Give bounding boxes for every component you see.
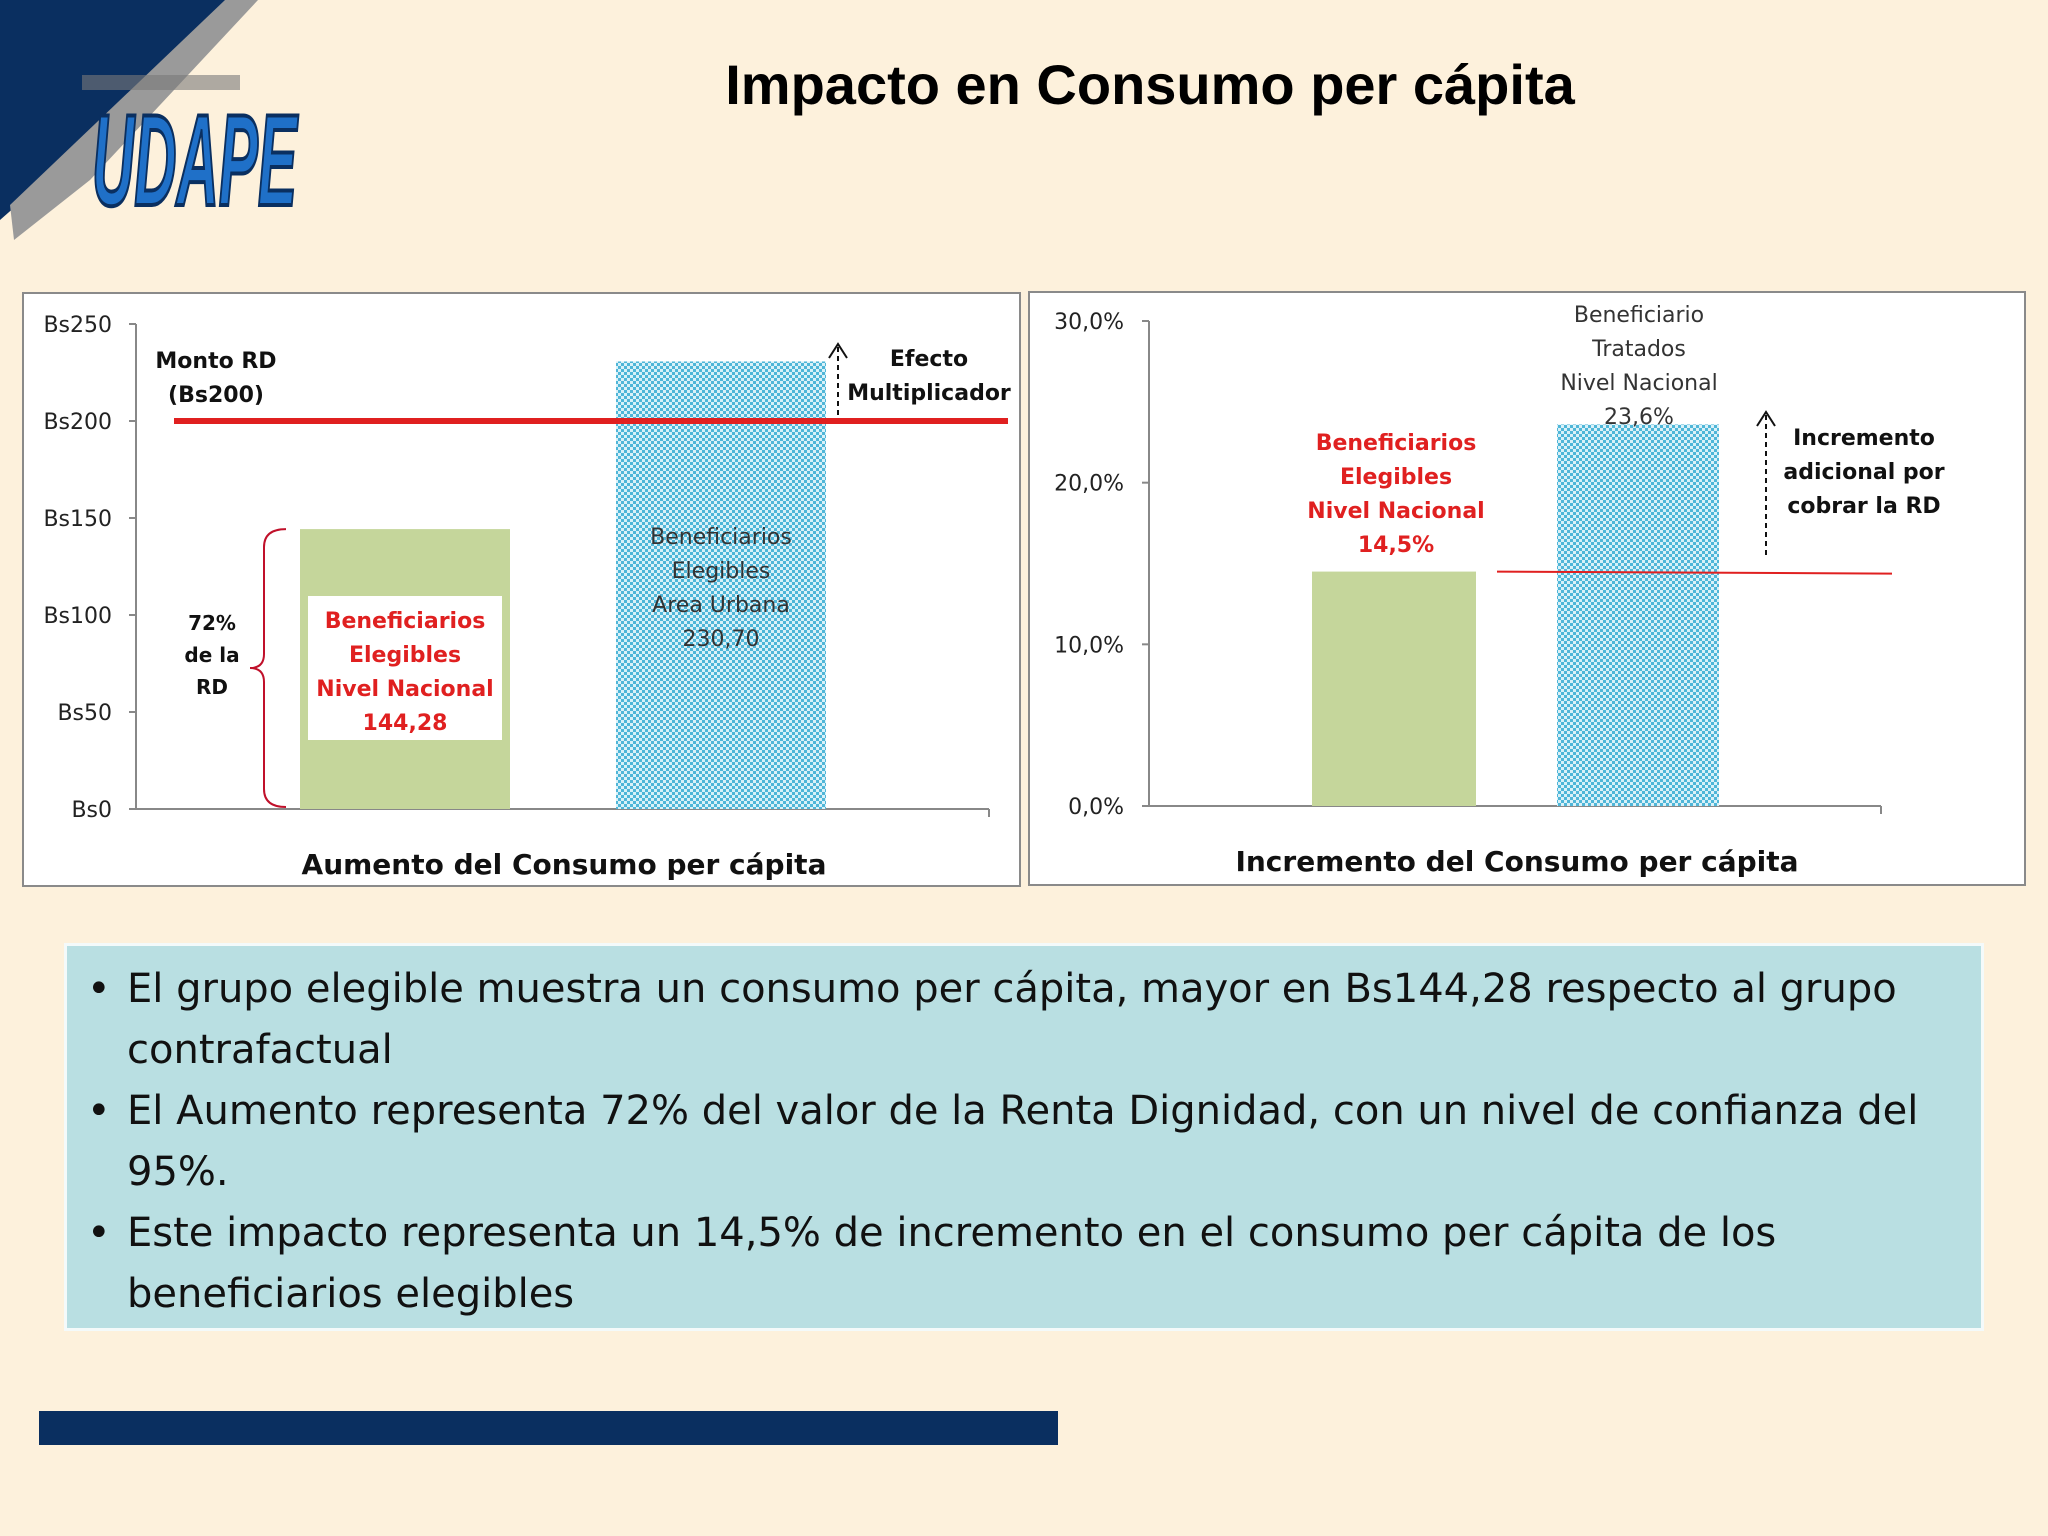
slide-title: Impacto en Consumo per cápita — [725, 53, 1575, 116]
bar-label: Beneficiarios — [650, 525, 792, 550]
share-label: RD — [196, 675, 228, 699]
bullet-list: El grupo elegible muestra un consumo per… — [67, 946, 1981, 1325]
bar-label: Elegibles — [349, 643, 461, 668]
arrow-head — [1756, 410, 1776, 427]
logo-text: UDAPE — [92, 87, 298, 233]
chart-title: Incremento del Consumo per cápita — [1235, 845, 1798, 878]
reference-label: (Bs200) — [168, 383, 264, 408]
reference-label: Monto RD — [155, 349, 276, 374]
increment-label: cobrar la RD — [1787, 494, 1940, 519]
multiplier-label: Multiplicador — [847, 381, 1011, 406]
bar-label: Elegibles — [1340, 465, 1452, 490]
bullet-item: Este impacto representa un 14,5% de incr… — [67, 1203, 1961, 1325]
bar-label: Beneficiarios — [325, 609, 486, 634]
bar-label: Elegibles — [672, 559, 771, 584]
y-tick-label: Bs100 — [43, 604, 112, 629]
increment-label: adicional por — [1783, 460, 1944, 485]
chart-aumento-consumo: Bs0 Bs50 Bs100 Bs150 Bs200 Bs250 Beneficiarios… — [43, 313, 1011, 881]
brace — [249, 528, 287, 808]
share-label: 72% — [188, 611, 236, 635]
chart-incremento-consumo: 0,0% 10,0% 20,0% 30,0% Beneficiarios Elegible… — [1054, 303, 1945, 878]
footer-bar — [39, 1411, 1058, 1445]
y-tick-label: 10,0% — [1054, 633, 1124, 658]
bar-label: Area Urbana — [652, 593, 790, 618]
bar-label: 230,70 — [683, 627, 760, 652]
bar-area-urbana — [616, 361, 826, 809]
bar-label: Beneficiarios — [1316, 431, 1477, 456]
reference-line — [1496, 570, 1893, 575]
y-tick-label: Bs200 — [43, 410, 112, 435]
multiplier-label: Efecto — [890, 347, 968, 372]
share-label: de la — [184, 643, 239, 667]
bar-label: 23,6% — [1604, 405, 1674, 430]
y-tick-label: 20,0% — [1054, 472, 1124, 497]
y-tick-label: Bs50 — [57, 701, 112, 726]
bullet-item: El grupo elegible muestra un consumo per… — [67, 959, 1961, 1081]
y-tick-label: 30,0% — [1054, 310, 1124, 335]
bar-label: Beneficiario — [1574, 303, 1704, 328]
bullet-item: El Aumento representa 72% del valor de l… — [67, 1081, 1961, 1203]
bar-label: 14,5% — [1358, 533, 1434, 558]
bullet-box: El grupo elegible muestra un consumo per… — [64, 943, 1984, 1331]
chart-panel-consumo: Bs0 Bs50 Bs100 Bs150 Bs200 Bs250 Beneficiarios… — [22, 292, 1021, 887]
bar-label: Nivel Nacional — [1560, 371, 1717, 396]
udape-logo: UDAPE — [0, 0, 300, 240]
y-tick-label: Bs0 — [71, 798, 112, 823]
bar-label: Nivel Nacional — [1307, 499, 1484, 524]
bar-label-box — [308, 596, 502, 740]
bar-tratados — [1557, 424, 1719, 806]
bar-label: 144,28 — [363, 711, 448, 736]
bar-label: Nivel Nacional — [316, 677, 493, 702]
bar-label: Tratados — [1591, 337, 1686, 362]
bar-nivel-nacional — [1312, 571, 1476, 806]
y-tick-label: 0,0% — [1068, 795, 1124, 820]
chart-panel-incremento: 0,0% 10,0% 20,0% 30,0% Beneficiarios Elegible… — [1028, 291, 2026, 886]
y-tick-label: Bs250 — [43, 313, 112, 338]
increment-label: Incremento — [1793, 426, 1935, 451]
arrow-head — [828, 342, 848, 359]
chart-title: Aumento del Consumo per cápita — [302, 848, 827, 881]
y-tick-label: Bs150 — [43, 507, 112, 532]
